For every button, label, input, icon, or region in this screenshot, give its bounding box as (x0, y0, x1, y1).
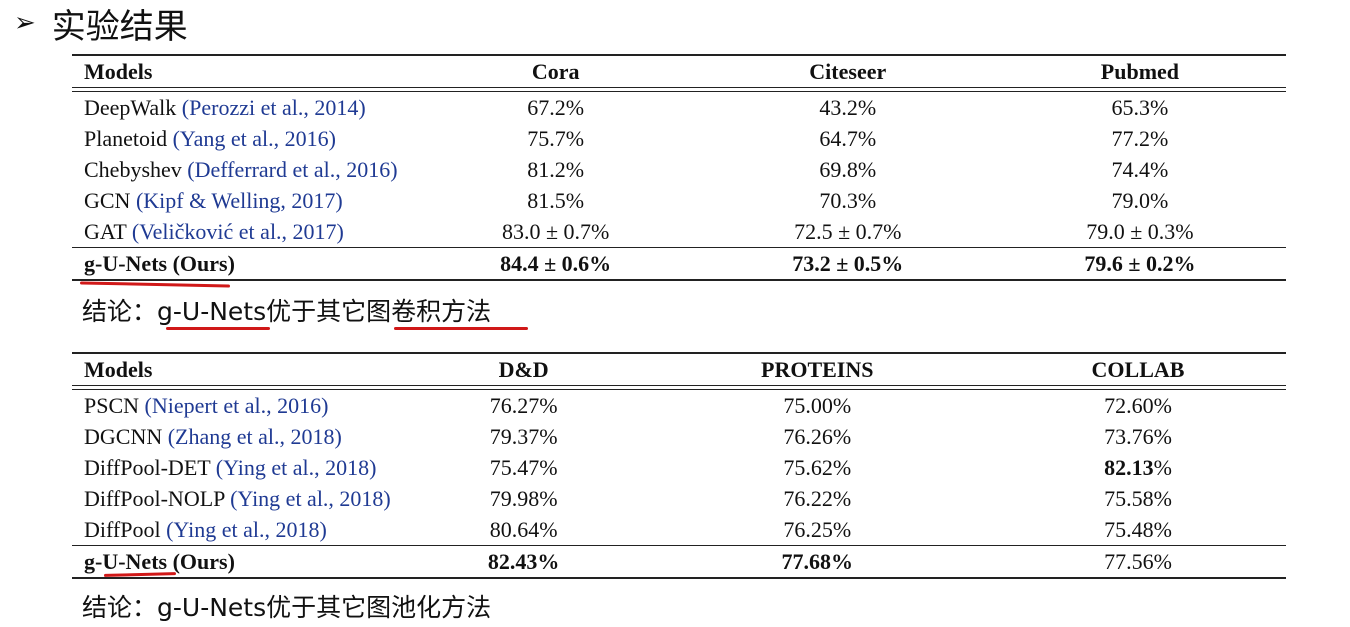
model-name: DeepWalk (84, 95, 177, 120)
table-row: GAT (Veličković et al., 2017) 83.0 ± 0.7… (72, 216, 1286, 248)
model-name: DiffPool-DET (84, 455, 211, 480)
table-row: DiffPool-NOLP (Ying et al., 2018) 79.98%… (72, 483, 1286, 514)
table-row: DiffPool (Ying et al., 2018) 80.64% 76.2… (72, 514, 1286, 546)
cell-value: 76.22% (783, 486, 852, 511)
conclusion-tail: 图卷积方法 (366, 297, 492, 326)
table-row: DiffPool-DET (Ying et al., 2018) 75.47% … (72, 452, 1286, 483)
citation-link[interactable]: (Perozzi et al., 2014) (181, 95, 366, 120)
citation-link[interactable]: (Kipf & Welling, 2017) (135, 188, 343, 213)
citation-link[interactable]: (Defferrard et al., 2016) (187, 157, 398, 182)
red-underline-mark (166, 327, 270, 330)
conclusion-prefix: 结论： (82, 297, 158, 326)
model-name: Chebyshev (84, 157, 182, 182)
red-underline-mark (394, 327, 528, 330)
cell-value: 81.2% (527, 157, 585, 182)
graph-classification-table: Models D&D PROTEINS COLLAB PSCN (Niepert… (72, 352, 1286, 579)
citation-link[interactable]: (Ying et al., 2018) (166, 517, 327, 542)
cell-value: 77.2% (1111, 126, 1169, 151)
cell-value: 79.98% (489, 486, 558, 511)
model-name: GAT (84, 219, 127, 244)
citation-link[interactable]: (Zhang et al., 2018) (167, 424, 342, 449)
cell-value: 70.3% (819, 188, 877, 213)
cell-value: 43.2% (819, 95, 877, 120)
conclusion-middle: 优于其它 (266, 297, 367, 326)
conclusion-graph-convolution: 结论：g-U-Nets优于其它图卷积方法 (82, 292, 491, 328)
cell-value: 77.68% (644, 545, 991, 579)
cell-value: 73.2 ± 0.5% (701, 247, 994, 281)
header-dd: D&D (402, 352, 645, 386)
header-citeseer: Citeseer (701, 54, 994, 88)
cell-value: 72.5 ± 0.7% (794, 219, 902, 244)
cell-value: 80.64% (489, 517, 558, 542)
table-row-ours: g-U-Nets (Ours) 84.4 ± 0.6% 73.2 ± 0.5% … (72, 247, 1286, 281)
node-classification-table: Models Cora Citeseer Pubmed DeepWalk (Pe… (72, 54, 1286, 281)
cell-value: 69.8% (819, 157, 877, 182)
table-row: Chebyshev (Defferrard et al., 2016) 81.2… (72, 154, 1286, 185)
header-models: Models (72, 352, 403, 386)
header-proteins: PROTEINS (644, 352, 991, 386)
cell-value: 75.48% (1104, 517, 1172, 542)
header-pubmed: Pubmed (993, 54, 1286, 88)
table-row: GCN (Kipf & Welling, 2017) 81.5% 70.3% 7… (72, 185, 1286, 216)
cell-value: 79.37% (489, 424, 558, 449)
cell-value: 79.0% (1111, 188, 1169, 213)
cell-value: 72.60% (1104, 393, 1172, 418)
header-collab: COLLAB (990, 352, 1286, 386)
header-cora: Cora (409, 54, 702, 88)
citation-link[interactable]: (Veličković et al., 2017) (131, 219, 344, 244)
cell-value: 64.7% (819, 126, 877, 151)
table-row-ours: g-U-Nets (Ours) 82.43% 77.68% 77.56% (72, 545, 1286, 579)
cell-value: 67.2% (527, 95, 585, 120)
table-row: DGCNN (Zhang et al., 2018) 79.37% 76.26%… (72, 421, 1286, 452)
citation-link[interactable]: (Niepert et al., 2016) (144, 393, 329, 418)
cell-value-unit: % (1153, 455, 1172, 480)
model-name-ours-suffix: (Ours) (167, 549, 235, 574)
cell-value: 73.76% (1104, 424, 1172, 449)
cell-value: 81.5% (527, 188, 585, 213)
conclusion-graph-pooling: 结论：g-U-Nets优于其它图池化方法 (82, 593, 492, 622)
cell-value: 76.27% (489, 393, 558, 418)
model-name: GCN (84, 188, 131, 213)
cell-value: 82.13% (990, 452, 1286, 483)
model-name: DGCNN (84, 424, 163, 449)
cell-value: 76.25% (783, 517, 852, 542)
cell-value: 79.0 ± 0.3% (1086, 219, 1194, 244)
cell-value: 84.4 ± 0.6% (409, 247, 702, 281)
cell-value: 83.0 ± 0.7% (501, 219, 610, 244)
cell-value-bold: 82.13 (1104, 455, 1154, 480)
model-name-ours: g-U-Nets (Ours) (72, 247, 410, 281)
table-header-row: Models Cora Citeseer Pubmed (72, 54, 1286, 88)
model-name: DiffPool (84, 517, 161, 542)
header-models: Models (72, 54, 410, 88)
cell-value: 77.56% (990, 545, 1286, 579)
model-name: PSCN (84, 393, 140, 418)
model-name-ours: g-U-Nets (84, 549, 168, 574)
cell-value: 75.00% (783, 393, 852, 418)
conclusion-subject: g-U-Nets (157, 297, 267, 326)
arrow-bullet-icon: ➢ (14, 8, 36, 38)
section-title: 实验结果 (51, 6, 188, 47)
section-heading: ➢ 实验结果 (14, 2, 188, 47)
cell-value: 75.62% (783, 455, 852, 480)
citation-link[interactable]: (Ying et al., 2018) (230, 486, 391, 511)
red-underline-mark (79, 281, 231, 288)
table-row: PSCN (Niepert et al., 2016) 76.27% 75.00… (72, 390, 1286, 422)
cell-value: 75.47% (489, 455, 558, 480)
model-name: DiffPool-NOLP (84, 486, 225, 511)
cell-value: 65.3% (1111, 95, 1169, 120)
table-row: DeepWalk (Perozzi et al., 2014) 67.2% 43… (72, 92, 1286, 124)
citation-link[interactable]: (Ying et al., 2018) (215, 455, 377, 480)
cell-value: 79.6 ± 0.2% (993, 247, 1286, 281)
cell-value: 76.26% (783, 424, 852, 449)
cell-value: 74.4% (1111, 157, 1169, 182)
table-header-row: Models D&D PROTEINS COLLAB (72, 352, 1286, 386)
citation-link[interactable]: (Yang et al., 2016) (172, 126, 336, 151)
table-row: Planetoid (Yang et al., 2016) 75.7% 64.7… (72, 123, 1286, 154)
cell-value: 82.43% (402, 545, 645, 579)
cell-value: 75.7% (527, 126, 585, 151)
model-name: Planetoid (84, 126, 168, 151)
cell-value: 75.58% (1104, 486, 1172, 511)
